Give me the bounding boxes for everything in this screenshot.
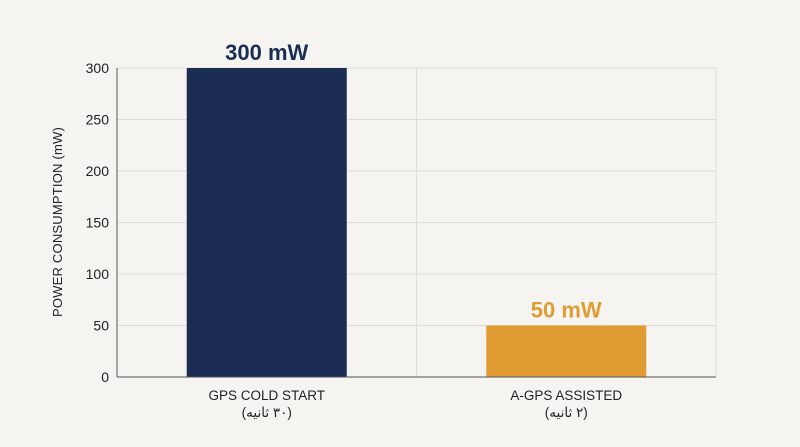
data-label: 300 mW: [225, 40, 308, 65]
x-tick-sublabel: (۲ ثانیه): [545, 405, 588, 420]
bars: 300 mW 50 mW: [186, 40, 647, 377]
x-tick-label: A-GPS ASSISTED: [510, 388, 622, 403]
x-tick-label: GPS COLD START: [208, 388, 325, 403]
y-tick-label: 300: [86, 60, 110, 76]
y-tick-label: 0: [101, 369, 109, 385]
data-label: 50 mW: [531, 298, 602, 323]
x-tick-labels: GPS COLD START (۳۰ ثانیه) A-GPS ASSISTED (۲…: [208, 388, 622, 420]
bar-gps-cold-start: [186, 68, 347, 377]
y-tick-label: 50: [93, 318, 109, 334]
y-tick-label: 250: [86, 112, 110, 128]
y-tick-labels: 0 50 100 150 200 250 300: [86, 60, 110, 385]
x-tick-sublabel: (۳۰ ثانیه): [242, 405, 292, 420]
y-tick-label: 100: [86, 266, 110, 282]
y-tick-label: 150: [86, 215, 110, 231]
y-axis-label: POWER CONSUMPTION (mW): [50, 127, 65, 317]
y-tick-label: 200: [86, 163, 110, 179]
bar-a-gps-assisted: [486, 325, 647, 377]
